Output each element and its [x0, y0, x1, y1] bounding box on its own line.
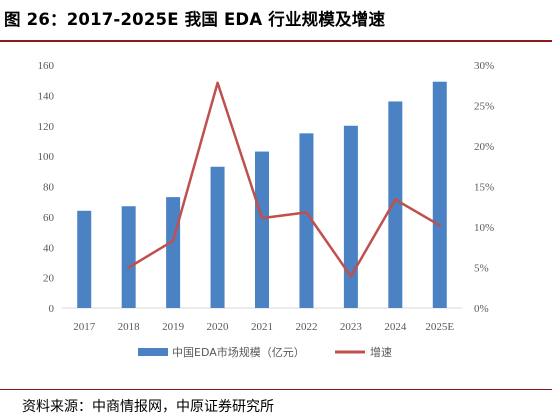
- growth-rate-point: [171, 239, 175, 242]
- bar: [166, 197, 181, 308]
- bar: [299, 133, 314, 308]
- y-left-tick-label: 140: [38, 90, 55, 102]
- x-tick-label: 2020: [207, 321, 230, 333]
- x-tick-label: 2018: [118, 321, 141, 333]
- legend-label-bar: 中国EDA市场规模（亿元）: [172, 345, 305, 359]
- y-left-tick-label: 20: [43, 273, 55, 285]
- bar-line-chart: 0 20 40 60 80 100 120 140 160 0% 5% 10% 15% 20% 25% 30%…: [38, 60, 495, 359]
- bar: [343, 125, 358, 308]
- y-right-tick-label: 20%: [474, 141, 494, 153]
- y-right-tick-label: 30%: [474, 60, 494, 72]
- growth-rate-point: [394, 198, 397, 201]
- x-tick-label: 2021: [251, 321, 273, 333]
- y-left-tick-label: 40: [43, 242, 55, 254]
- source-divider: [0, 389, 552, 390]
- growth-rate-point: [127, 266, 130, 269]
- bar: [121, 206, 136, 308]
- bar: [432, 81, 447, 308]
- y-right-tick-label: 0%: [474, 303, 489, 315]
- x-tick-label: 2025E: [425, 321, 454, 333]
- y-right-tick-label: 5%: [474, 263, 489, 275]
- x-tick-label: 2023: [340, 321, 363, 333]
- growth-rate-line: [128, 81, 441, 278]
- y-right-tick-label: 10%: [474, 222, 494, 234]
- bar: [210, 166, 225, 308]
- x-tick-label: 2017: [73, 321, 96, 333]
- x-tick-label: 2024: [384, 321, 407, 333]
- legend-label-line: 增速: [370, 345, 392, 359]
- y-right-tick-label: 15%: [474, 182, 494, 194]
- bar: [255, 151, 269, 308]
- growth-rate-point: [305, 211, 308, 214]
- growth-rate-point: [260, 216, 264, 220]
- y-left-tick-label: 120: [38, 121, 55, 133]
- y-right-tick-label: 25%: [474, 101, 494, 113]
- title-divider: [0, 40, 552, 42]
- x-tick-label: 2022: [295, 321, 317, 333]
- source-note: 资料来源：中商情报网，中原证券研究所: [22, 399, 274, 415]
- y-left-tick-label: 100: [38, 151, 55, 163]
- legend-swatch-bar: [138, 348, 168, 356]
- growth-rate-point: [349, 275, 353, 278]
- x-tick-label: 2019: [162, 321, 185, 333]
- y-left-tick-label: 0: [49, 303, 55, 315]
- bar: [388, 101, 403, 308]
- bar: [77, 210, 92, 308]
- y-left-tick-label: 60: [43, 212, 55, 224]
- y-left-tick-label: 80: [43, 182, 55, 194]
- growth-rate-point: [438, 224, 441, 227]
- y-left-tick-label: 160: [38, 60, 55, 72]
- growth-rate-point: [216, 81, 219, 85]
- figure-title: 图 26：2017-2025E 我国 EDA 行业规模及增速: [4, 10, 386, 29]
